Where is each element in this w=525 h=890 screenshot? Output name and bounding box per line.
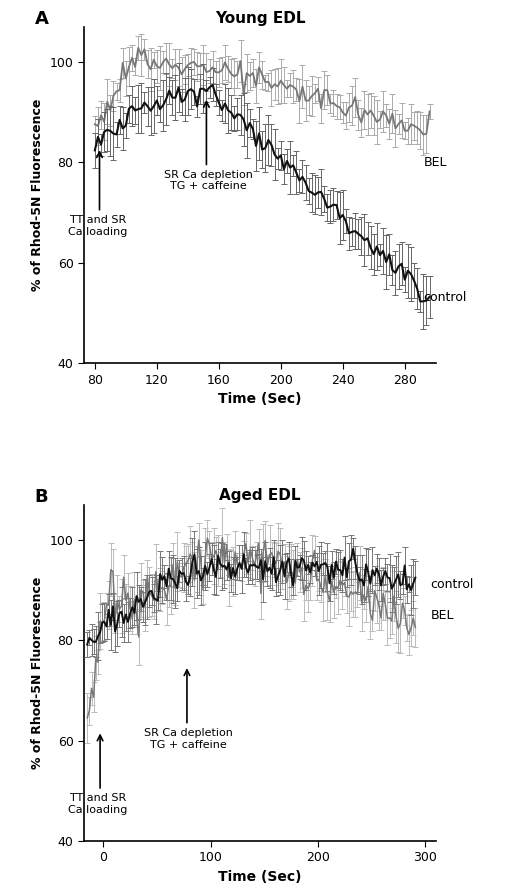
Title: Aged EDL: Aged EDL [219, 489, 301, 504]
Text: BEL: BEL [423, 156, 447, 169]
Text: control: control [430, 578, 474, 591]
Text: B: B [35, 488, 48, 506]
Text: BEL: BEL [430, 609, 454, 621]
Text: TT and SR
Ca loading: TT and SR Ca loading [68, 793, 128, 815]
Title: Young EDL: Young EDL [215, 11, 305, 26]
X-axis label: Time (Sec): Time (Sec) [218, 392, 302, 406]
Text: control: control [423, 291, 467, 304]
X-axis label: Time (Sec): Time (Sec) [218, 870, 302, 884]
Text: TT and SR
Ca loading: TT and SR Ca loading [68, 215, 128, 237]
Text: A: A [35, 10, 49, 28]
Text: SR Ca depletion
TG + caffeine: SR Ca depletion TG + caffeine [143, 728, 233, 749]
Y-axis label: % of Rhod-5N Fluorescence: % of Rhod-5N Fluorescence [31, 577, 44, 769]
Y-axis label: % of Rhod-5N Fluorescence: % of Rhod-5N Fluorescence [31, 99, 44, 291]
Text: SR Ca depletion
TG + caffeine: SR Ca depletion TG + caffeine [163, 170, 253, 191]
